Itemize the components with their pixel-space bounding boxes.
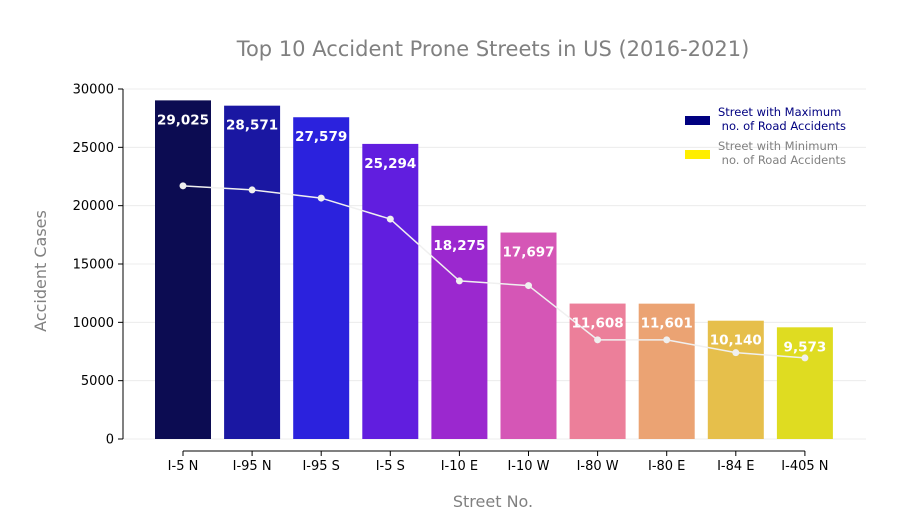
bar: [500, 232, 557, 439]
x-tick-label: I-5 S: [376, 459, 405, 474]
trend-point: [594, 336, 602, 344]
bar: [638, 303, 695, 439]
chart-title: Top 10 Accident Prone Streets in US (201…: [236, 37, 750, 61]
x-tick-label: I-80 E: [648, 459, 685, 474]
legend-swatch: [685, 150, 710, 159]
legend: Street with Maximum no. of Road Accident…: [685, 105, 846, 167]
y-tick-label: 5000: [81, 374, 114, 389]
legend-label: Street with Maximum no. of Road Accident…: [718, 105, 846, 133]
x-tick-label: I-95 S: [302, 459, 339, 474]
axes: 0 5000 10000 15000 20000 25000 30000 I-5 N I-95 …: [73, 83, 829, 475]
bar-value-label: 9,573: [784, 339, 827, 355]
trend-line-path: [182, 185, 805, 359]
legend-label: Street with Minimum no. of Road Accident…: [718, 139, 846, 167]
x-tick-label: I-405 N: [781, 459, 828, 474]
bar: [155, 100, 211, 439]
trend-point: [525, 282, 532, 290]
trend-point: [732, 349, 740, 357]
trend-point: [801, 354, 809, 362]
trend-point: [386, 215, 394, 223]
bar-value-labels: 29,025 28,571 27,579 25,294 18,275 17,697 11,6…: [157, 112, 826, 355]
trend-point: [663, 336, 671, 344]
bar: [362, 143, 419, 440]
y-tick-label: 0: [106, 433, 114, 448]
y-tick-label: 15000: [73, 258, 114, 273]
y-axis-label: Accident Cases: [31, 210, 50, 332]
bar: [293, 117, 350, 440]
trend-line: [179, 182, 809, 362]
bar-value-label: 10,140: [710, 333, 762, 349]
trend-point: [455, 277, 463, 285]
y-tick-label: 25000: [73, 141, 114, 156]
bar-value-label: 29,025: [157, 112, 209, 128]
x-tick-label: I-5 N: [168, 459, 199, 474]
bar-value-label: 11,601: [641, 316, 693, 332]
bar: [707, 320, 764, 439]
bar-value-label: 18,275: [433, 238, 485, 254]
bar-value-label: 27,579: [295, 129, 347, 145]
trend-point: [179, 182, 187, 190]
trend-point: [317, 194, 325, 202]
y-tick-label: 20000: [73, 199, 114, 214]
bar-value-label: 17,697: [502, 245, 554, 261]
bar: [776, 327, 833, 439]
bar: [431, 225, 488, 439]
x-tick-label: I-10 W: [507, 459, 549, 474]
trend-point: [248, 186, 256, 194]
bars: [155, 100, 833, 440]
bar: [569, 303, 626, 439]
bar: [224, 105, 281, 440]
y-tick-label: 10000: [73, 316, 114, 331]
bar-value-label: 28,571: [226, 118, 278, 134]
x-tick-label: I-10 E: [441, 459, 478, 474]
x-tick-label: I-80 W: [577, 459, 619, 474]
x-tick-label: I-95 N: [233, 459, 272, 474]
bar-value-label: 11,608: [572, 316, 624, 332]
x-tick-label: I-84 E: [717, 459, 754, 474]
bar-value-label: 25,294: [364, 156, 416, 172]
y-tick-label: 30000: [73, 83, 114, 98]
x-axis-label: Street No.: [453, 492, 533, 511]
legend-swatch: [685, 116, 710, 125]
